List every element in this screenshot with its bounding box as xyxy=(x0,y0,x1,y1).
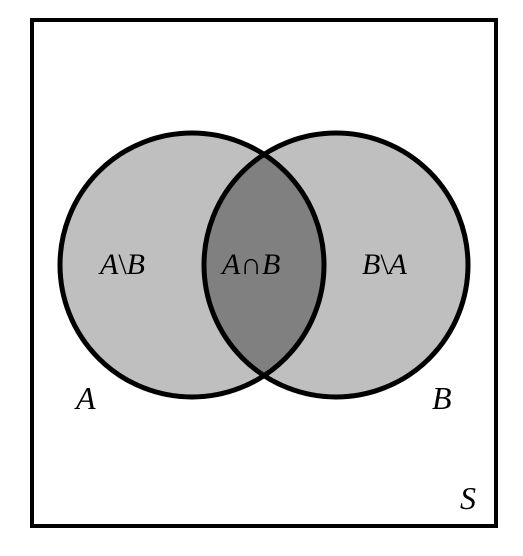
label-a-cap-b: A∩B xyxy=(222,248,280,282)
label-circle-b: B xyxy=(432,380,452,417)
label-a-cap-b-op: ∩ xyxy=(240,248,262,281)
label-circle-a: A xyxy=(76,380,96,417)
label-a-minus-b-a: A xyxy=(100,248,118,281)
label-a-minus-b-b: B xyxy=(127,248,145,281)
label-a-cap-b-b: B xyxy=(262,248,280,281)
label-b-minus-a: B\A xyxy=(362,248,407,282)
label-b-minus-a-op: \ xyxy=(380,248,388,281)
label-b-minus-a-a: A xyxy=(389,248,407,281)
label-b-minus-a-b: B xyxy=(362,248,380,281)
label-a-minus-b: A\B xyxy=(100,248,145,282)
label-universe-s: S xyxy=(460,480,476,517)
label-a-minus-b-op: \ xyxy=(118,248,126,281)
label-a-cap-b-a: A xyxy=(222,248,240,281)
